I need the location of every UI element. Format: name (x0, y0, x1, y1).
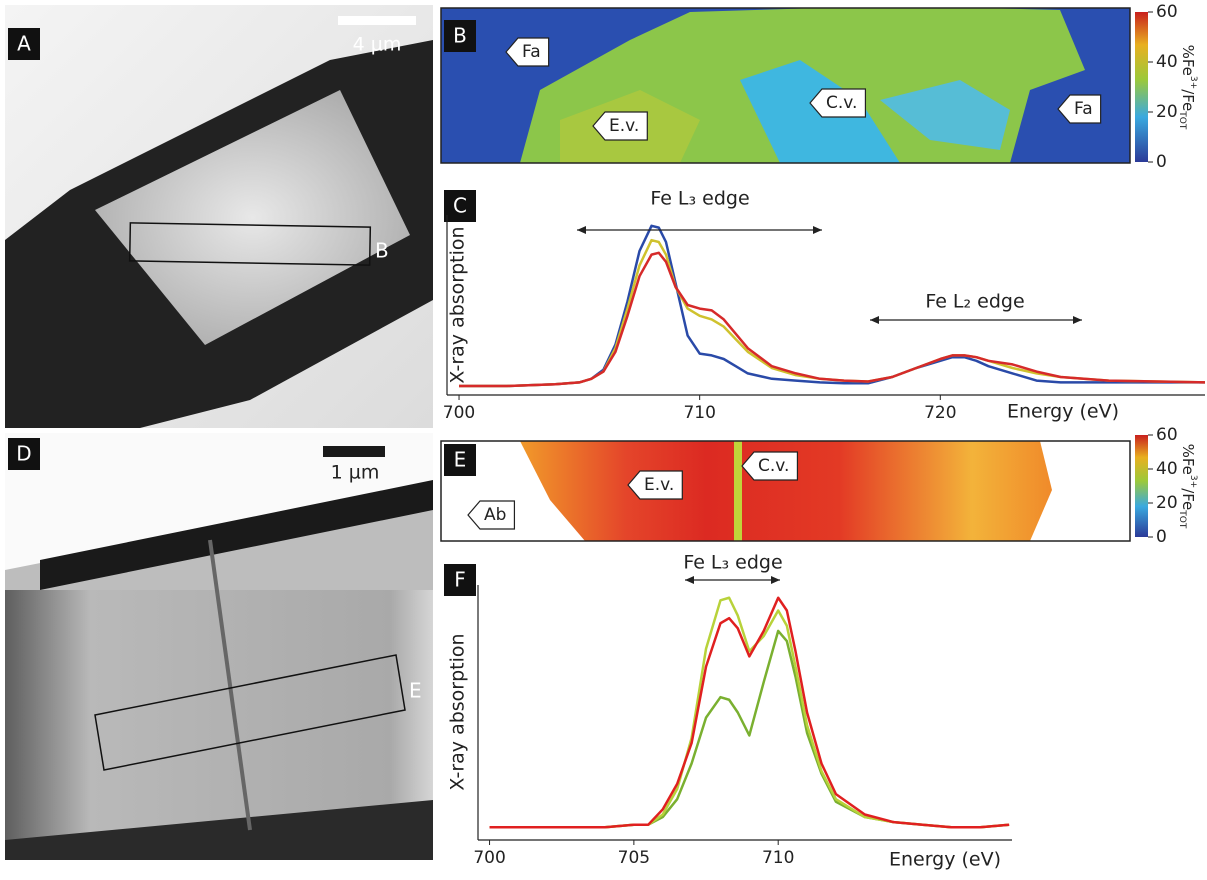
region-label: C.v. (758, 456, 789, 476)
colorbar-label-part: /Fe (1180, 89, 1198, 111)
spectrum-line (490, 598, 1010, 828)
colorbar-label-part: /Fe (1180, 488, 1198, 510)
x-tick-label: 720 (924, 403, 956, 423)
x-tick-label: 710 (762, 848, 794, 868)
colorbar-label-part: 3+ (1189, 475, 1199, 488)
colorbar-tick-label: 60 (1156, 425, 1178, 445)
x-axis-label: Energy (eV) (1007, 401, 1119, 423)
colorbar-label: %Fe3+/FeTOT (1178, 45, 1199, 130)
arrow-head (813, 226, 822, 234)
colorbar-tick-label: 60 (1156, 2, 1178, 22)
spectrum-line (459, 240, 1205, 386)
x-tick-label: 705 (618, 848, 650, 868)
edge-annotation: Fe L₃ edge (650, 188, 749, 210)
edge-annotation: Fe L₂ edge (925, 291, 1024, 313)
x-tick-label: 700 (473, 848, 505, 868)
panel-letter: B (453, 24, 467, 48)
spectrum-line (490, 631, 1010, 827)
region-label: Fa (1074, 99, 1093, 119)
scale-bar-label: 1 µm (331, 462, 380, 484)
y-axis-label: X-ray absorption (447, 226, 469, 383)
tem-image-d (5, 433, 433, 860)
colorbar-tick-label: 0 (1156, 152, 1167, 172)
edge-annotation: Fe L₃ edge (683, 552, 782, 574)
x-axis-label: Energy (eV) (889, 849, 1001, 871)
box-label: B (375, 239, 389, 263)
colorbar (1135, 12, 1148, 162)
tem-image-a (5, 5, 433, 428)
region-label: C.v. (826, 93, 857, 113)
colorbar-label-part: %Fe (1180, 45, 1198, 76)
region-label: E.v. (609, 116, 639, 136)
region-label: Fa (522, 42, 541, 62)
colorbar-tick-label: 20 (1156, 102, 1178, 122)
spectrum-line (490, 598, 1010, 828)
colorbar-tick-label: 0 (1156, 527, 1167, 547)
panel-letter: F (454, 568, 466, 592)
spectrum-line (459, 226, 1205, 386)
region-label: Ab (484, 505, 506, 525)
arrow-head (870, 316, 879, 324)
y-axis-label: X-ray absorption (447, 633, 469, 790)
panel-letter: A (17, 32, 31, 56)
spectrum-line (459, 253, 1205, 386)
colorbar-label: %Fe3+/FeTOT (1178, 444, 1199, 529)
arrow-head (771, 576, 780, 584)
colorbar-label-part: 3+ (1189, 76, 1199, 89)
scale-bar-label: 4 µm (353, 34, 402, 56)
arrow-head (1073, 316, 1082, 324)
arrow-head (577, 226, 586, 234)
colorbar-tick-label: 20 (1156, 493, 1178, 513)
colorbar-tick-label: 40 (1156, 52, 1178, 72)
box-label: E (409, 679, 422, 703)
colorbar-label-part: %Fe (1180, 444, 1198, 475)
colorbar-tick-label: 40 (1156, 459, 1178, 479)
figure: A B C D E F 4 µm 1 µm B E Fa E.v. C.v. Fa E.v. C.v. Ab 0 2… (0, 0, 1207, 880)
arrow-head (685, 576, 694, 584)
map-b (441, 8, 1130, 163)
x-tick-label: 710 (683, 403, 715, 423)
panel-letter: D (16, 442, 31, 466)
region-label: E.v. (644, 475, 674, 495)
panel-letter: E (454, 448, 467, 472)
x-tick-label: 700 (443, 403, 475, 423)
colorbar (1135, 435, 1148, 537)
colorbar-label-part: TOT (1178, 110, 1188, 130)
colorbar-label-part: TOT (1178, 509, 1188, 529)
panel-letter: C (453, 194, 467, 218)
